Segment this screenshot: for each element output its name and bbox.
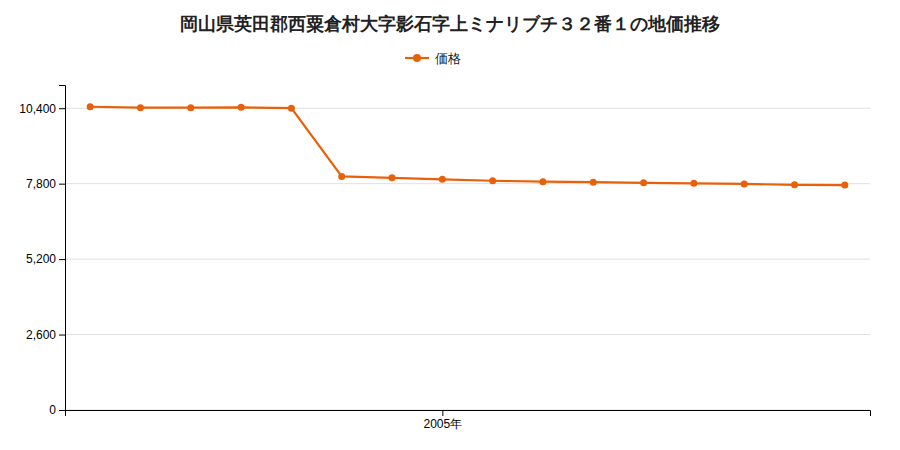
y-tick-mark (59, 259, 65, 260)
grid (65, 108, 870, 410)
y-tick-mark (59, 410, 65, 411)
points (87, 103, 849, 188)
point (690, 180, 697, 187)
y-axis-line (59, 86, 66, 411)
x-tick-label: 2005年 (423, 417, 462, 431)
x-tick-mark (442, 410, 443, 416)
point (137, 104, 144, 111)
legend: 価格 (405, 51, 461, 66)
chart: 岡山県英田郡西粟倉村大字影石字上ミナリブチ３２番１の地価推移 2005年 0 2,60… (0, 0, 900, 450)
point (791, 181, 798, 188)
point (338, 173, 345, 180)
plot-area: 2005年 0 2,600 5,200 7,800 10,400 (19, 86, 870, 431)
point (238, 104, 245, 111)
y-tick-label: 10,400 (19, 102, 56, 116)
grid-line (65, 259, 870, 260)
legend-item: 価格 (405, 51, 461, 66)
y-tick-label: 7,800 (26, 177, 56, 191)
legend-label: 価格 (435, 51, 461, 66)
y-tick: 0 (49, 403, 65, 417)
point (389, 174, 396, 181)
line (90, 107, 845, 185)
y-tick-mark (59, 108, 65, 109)
grid-line (65, 334, 870, 335)
y-tick-label: 5,200 (26, 252, 56, 266)
point (187, 104, 194, 111)
x-axis-line (66, 411, 871, 417)
point (87, 103, 94, 110)
point (590, 179, 597, 186)
marks (87, 103, 849, 188)
point (489, 177, 496, 184)
y-tick: 5,200 (26, 252, 65, 266)
y-tick-label: 2,600 (26, 328, 56, 342)
y-tick: 2,600 (26, 328, 65, 342)
point (539, 178, 546, 185)
point (640, 179, 647, 186)
legend-marker (413, 54, 421, 62)
y-tick: 7,800 (26, 177, 65, 191)
x-axis: 2005年 (66, 410, 871, 431)
y-tick-mark (59, 184, 65, 185)
y-tick-mark (59, 335, 65, 336)
point (841, 182, 848, 189)
y-tick-label: 0 (49, 403, 56, 417)
title: 岡山県英田郡西粟倉村大字影石字上ミナリブチ３２番１の地価推移 (180, 13, 720, 34)
y-axis: 0 2,600 5,200 7,800 10,400 (19, 86, 65, 418)
x-tick: 2005年 (423, 410, 462, 431)
point (288, 105, 295, 112)
point (741, 180, 748, 187)
point (439, 176, 446, 183)
y-tick: 10,400 (19, 102, 65, 116)
